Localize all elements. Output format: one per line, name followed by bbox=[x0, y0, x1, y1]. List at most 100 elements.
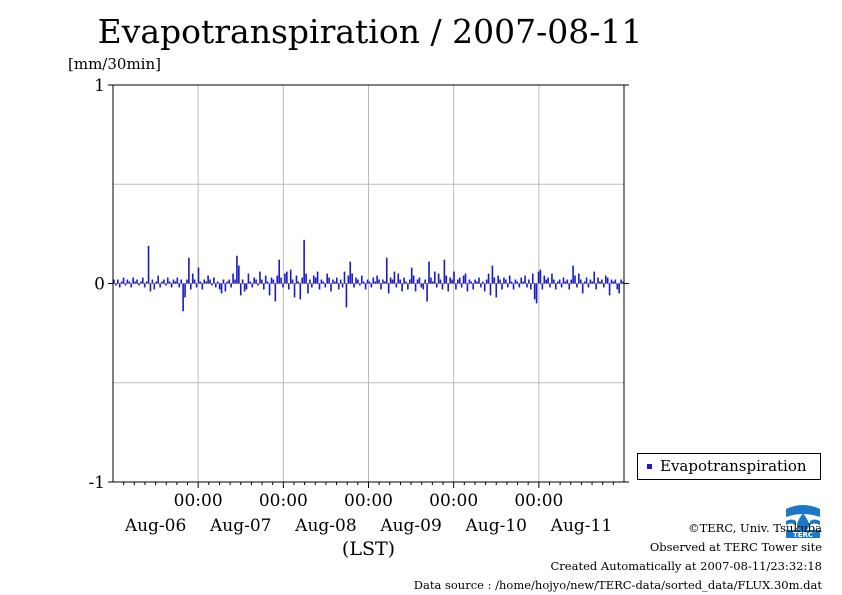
data-bar bbox=[205, 281, 207, 284]
data-bar bbox=[278, 259, 280, 284]
data-bar bbox=[216, 281, 219, 284]
data-bar bbox=[449, 277, 451, 284]
x-day-label: Aug-09 bbox=[379, 516, 441, 536]
data-bar bbox=[191, 273, 194, 284]
data-bar bbox=[618, 283, 621, 294]
data-bar bbox=[136, 279, 138, 284]
data-bar bbox=[143, 283, 146, 288]
data-bar bbox=[558, 279, 561, 284]
data-bar bbox=[430, 277, 432, 284]
data-bar bbox=[564, 281, 567, 284]
data-bar bbox=[366, 279, 369, 284]
data-bar bbox=[155, 281, 158, 284]
data-bar bbox=[178, 283, 181, 288]
legend-label: Evapotranspiration bbox=[660, 457, 807, 475]
data-bar bbox=[606, 277, 609, 284]
credit-site: Observed at TERC Tower site bbox=[649, 540, 822, 554]
data-bar bbox=[405, 281, 407, 284]
data-bar bbox=[426, 283, 428, 302]
data-bar bbox=[266, 281, 269, 284]
data-bar bbox=[585, 277, 588, 284]
data-bar bbox=[222, 279, 225, 284]
data-bar bbox=[339, 279, 342, 284]
data-bar bbox=[578, 273, 580, 284]
data-bar bbox=[603, 283, 605, 288]
data-bar bbox=[141, 277, 144, 284]
data-bar bbox=[234, 279, 236, 284]
data-bar bbox=[195, 283, 198, 288]
data-bar bbox=[589, 279, 592, 284]
data-bar bbox=[401, 283, 403, 292]
data-bar bbox=[368, 281, 371, 284]
data-bar bbox=[140, 281, 142, 284]
data-bar bbox=[166, 277, 169, 284]
x-day-label: Aug-11 bbox=[550, 516, 612, 536]
legend: Evapotranspiration bbox=[637, 453, 821, 480]
data-bar bbox=[422, 283, 425, 290]
data-bar bbox=[343, 271, 346, 284]
data-bar bbox=[203, 279, 206, 284]
data-bar bbox=[134, 281, 136, 284]
data-bar bbox=[355, 277, 357, 284]
data-bar bbox=[437, 273, 440, 284]
data-bar bbox=[451, 279, 453, 284]
data-bar bbox=[347, 275, 350, 284]
data-bar bbox=[268, 283, 271, 296]
credit-source: Data source : /home/hojyo/new/TERC-data/… bbox=[413, 578, 822, 592]
data-bar bbox=[353, 283, 355, 288]
data-bar bbox=[334, 281, 336, 284]
data-bar bbox=[259, 271, 261, 284]
data-bar bbox=[493, 277, 496, 284]
data-bar bbox=[168, 281, 171, 284]
data-bar bbox=[560, 283, 563, 288]
data-bar bbox=[480, 283, 482, 288]
data-bar bbox=[274, 283, 277, 302]
data-bar bbox=[410, 267, 413, 284]
data-bar bbox=[622, 281, 624, 284]
data-bar bbox=[520, 277, 523, 284]
data-bar bbox=[145, 281, 148, 284]
data-bar bbox=[612, 281, 615, 284]
x-time-label: 00:00 bbox=[429, 491, 478, 511]
data-bar bbox=[255, 279, 257, 284]
data-bar bbox=[157, 275, 159, 284]
data-bar bbox=[474, 279, 476, 284]
data-bar bbox=[236, 255, 238, 284]
data-bar bbox=[214, 283, 217, 288]
data-bar bbox=[295, 275, 298, 284]
data-bar bbox=[301, 277, 304, 284]
data-bar bbox=[335, 277, 338, 284]
x-time-label: 00:00 bbox=[514, 491, 563, 511]
data-bar bbox=[349, 261, 352, 284]
data-bar bbox=[186, 279, 188, 284]
data-bar bbox=[257, 283, 259, 286]
data-bar bbox=[286, 271, 288, 284]
data-bar bbox=[118, 283, 121, 288]
data-bar bbox=[357, 279, 359, 284]
data-bar bbox=[576, 283, 578, 288]
data-bar bbox=[303, 239, 305, 284]
data-bar bbox=[280, 277, 282, 284]
data-bar bbox=[485, 279, 488, 284]
logo-text: TERC bbox=[793, 531, 813, 539]
data-bar bbox=[189, 283, 192, 290]
data-bar bbox=[510, 281, 513, 284]
data-bar bbox=[374, 281, 377, 284]
data-bar bbox=[466, 283, 469, 292]
data-bar bbox=[418, 277, 421, 284]
data-bar bbox=[320, 279, 323, 284]
data-bar bbox=[207, 275, 209, 284]
data-bar bbox=[487, 273, 490, 284]
data-bar bbox=[282, 283, 284, 288]
data-bar bbox=[151, 279, 154, 284]
data-bar bbox=[455, 283, 457, 290]
data-bar bbox=[253, 277, 256, 284]
data-bar bbox=[604, 275, 607, 284]
data-bar bbox=[395, 283, 398, 288]
data-bar bbox=[439, 279, 442, 284]
data-bar bbox=[380, 283, 382, 290]
data-bar bbox=[126, 279, 129, 284]
data-bar bbox=[174, 281, 177, 284]
data-bar bbox=[522, 281, 524, 284]
data-bar bbox=[228, 279, 231, 284]
